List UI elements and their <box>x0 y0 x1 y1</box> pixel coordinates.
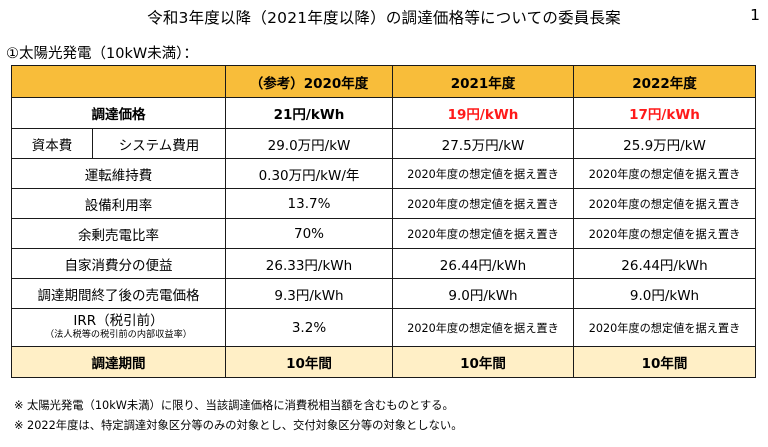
table-row-procurement-price: 調達価格 21円/kWh 19円/kWh 17円/kWh <box>11 97 756 129</box>
row-label: 自家消費分の便益 <box>11 248 226 279</box>
cell-value: 26.33円/kWh <box>225 248 393 279</box>
row-label: 調達価格 <box>11 97 226 129</box>
cell-value: 13.7% <box>225 188 393 219</box>
table-row-capacity-factor: 設備利用率 13.7% 2020年度の想定値を据え置き 2020年度の想定値を据… <box>11 188 756 219</box>
row-label: 余剰売電比率 <box>11 218 226 249</box>
footnote-1: ※ 太陽光発電（10kW未満）に限り、当該調達価格に消費税相当額を含むものとする… <box>14 399 454 412</box>
table-row-self-consumption: 自家消費分の便益 26.33円/kWh 26.44円/kWh 26.44円/kW… <box>11 248 756 279</box>
cell-value: 70% <box>225 218 393 249</box>
cell-value: 2020年度の想定値を据え置き <box>573 188 756 219</box>
cell-value: 10年間 <box>392 346 574 378</box>
row-label: 運転維持費 <box>11 158 226 189</box>
cell-value: 3.2% <box>225 308 393 347</box>
cell-value: 2020年度の想定値を据え置き <box>392 188 574 219</box>
tariff-table: （参考）2020年度 2021年度 2022年度 調達価格 21円/kWh 19… <box>11 65 756 378</box>
cell-value: 21円/kWh <box>225 97 393 129</box>
page-number: 1 <box>750 6 760 24</box>
cell-value: 2020年度の想定値を据え置き <box>573 308 756 347</box>
cell-value: 29.0万円/kW <box>225 128 393 159</box>
cell-value: 9.0円/kWh <box>392 278 574 309</box>
cell-value: 0.30万円/kW/年 <box>225 158 393 189</box>
cell-value: 2020年度の想定値を据え置き <box>392 158 574 189</box>
cell-value: 9.0円/kWh <box>573 278 756 309</box>
section-label: ①太陽光発電（10kW未満）： <box>6 46 198 62</box>
irr-sublabel: （法人税等の税引前の内部収益率） <box>45 328 192 340</box>
cell-value: 2020年度の想定値を据え置き <box>392 218 574 249</box>
cell-value: 9.3円/kWh <box>225 278 393 309</box>
page-title: 令和3年度以降（2021年度以降）の調達価格等についての委員長案 <box>147 9 621 27</box>
footnotes: ※ 太陽光発電（10kW未満）に限り、当該調達価格に消費税相当額を含むものとする… <box>14 396 463 436</box>
table-row-procurement-period: 調達期間 10年間 10年間 10年間 <box>11 346 756 378</box>
table-row-irr: IRR（税引前） （法人税等の税引前の内部収益率） 3.2% 2020年度の想定… <box>11 308 756 347</box>
row-label: 調達期間終了後の売電価格 <box>11 278 226 309</box>
table-row-surplus-ratio: 余剰売電比率 70% 2020年度の想定値を据え置き 2020年度の想定値を据え… <box>11 218 756 249</box>
cell-value: 2020年度の想定値を据え置き <box>392 308 574 347</box>
cell-value: 25.9万円/kW <box>573 128 756 159</box>
cell-value: 27.5万円/kW <box>392 128 574 159</box>
cell-value: 17円/kWh <box>573 97 756 129</box>
cell-value: 26.44円/kWh <box>573 248 756 279</box>
row-label: システム費用 <box>92 128 226 159</box>
cell-value: 19円/kWh <box>392 97 574 129</box>
irr-label: IRR（税引前） <box>73 313 164 330</box>
cell-value: 2020年度の想定値を据え置き <box>573 218 756 249</box>
column-header-2021: 2021年度 <box>392 65 574 98</box>
table-row-system-cost: 資本費 システム費用 29.0万円/kW 27.5万円/kW 25.9万円/kW <box>11 128 756 159</box>
column-header-2022: 2022年度 <box>573 65 756 98</box>
column-header-2020: （参考）2020年度 <box>225 65 393 98</box>
table-row-om-cost: 運転維持費 0.30万円/kW/年 2020年度の想定値を据え置き 2020年度… <box>11 158 756 189</box>
row-label: 設備利用率 <box>11 188 226 219</box>
cell-value: 26.44円/kWh <box>392 248 574 279</box>
row-label: 調達期間 <box>11 346 226 378</box>
table-row-post-period-price: 調達期間終了後の売電価格 9.3円/kWh 9.0円/kWh 9.0円/kWh <box>11 278 756 309</box>
footnote-2: ※ 2022年度は、特定調達対象区分等のみの対象とし、交付対象区分等の対象としな… <box>14 419 463 432</box>
cell-value: 10年間 <box>573 346 756 378</box>
row-group-label: 資本費 <box>11 128 93 159</box>
cell-value: 2020年度の想定値を据え置き <box>573 158 756 189</box>
table-corner-cell <box>11 65 226 98</box>
row-label: IRR（税引前） （法人税等の税引前の内部収益率） <box>11 308 226 347</box>
table-header-row: （参考）2020年度 2021年度 2022年度 <box>11 65 756 98</box>
cell-value: 10年間 <box>225 346 393 378</box>
